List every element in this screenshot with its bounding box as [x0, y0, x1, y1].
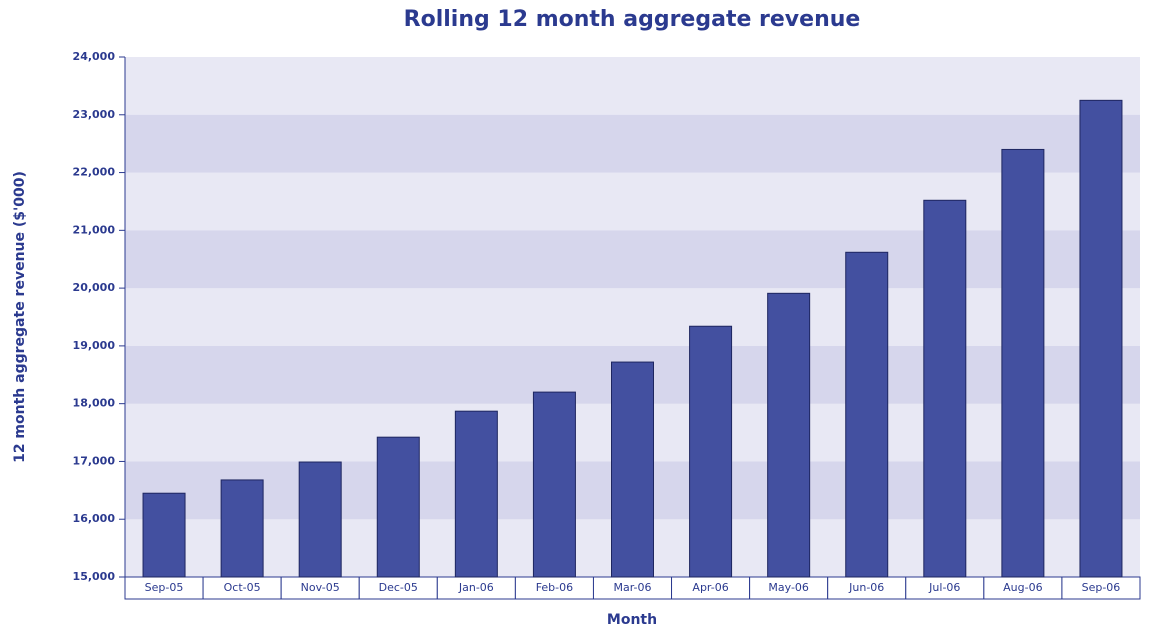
x-tick-label: Sep-06: [1082, 581, 1121, 594]
y-tick-label: 21,000: [73, 223, 116, 236]
x-axis-label: Month: [607, 612, 657, 628]
x-tick-label: Jan-06: [458, 581, 494, 594]
x-tick-label: Feb-06: [536, 581, 573, 594]
grid-band: [125, 172, 1140, 231]
bar: [376, 436, 420, 578]
y-tick-label: 24,000: [73, 50, 116, 63]
bar: [767, 292, 811, 578]
y-tick-label: 19,000: [73, 339, 116, 352]
bar: [845, 251, 889, 578]
x-tick-label: Dec-05: [379, 581, 418, 594]
y-tick-label: 17,000: [73, 454, 116, 467]
y-tick-label: 22,000: [73, 166, 116, 179]
bar: [532, 391, 576, 578]
x-tick-label: Jul-06: [928, 581, 960, 594]
y-tick-label: 18,000: [73, 397, 116, 410]
grid-band: [125, 57, 1140, 115]
bar: [1079, 99, 1123, 578]
y-tick-label: 15,000: [73, 570, 116, 583]
grid-band: [125, 114, 1140, 173]
x-tick-label: Nov-05: [301, 581, 340, 594]
y-tick-label: 20,000: [73, 281, 116, 294]
bar: [1001, 148, 1045, 578]
x-tick-label: Apr-06: [692, 581, 728, 594]
bar: [220, 479, 264, 578]
y-axis-label: 12 month aggregate revenue ($'000): [12, 171, 28, 463]
x-tick-label: May-06: [768, 581, 809, 594]
grid-band: [125, 230, 1140, 289]
bar: [923, 199, 967, 578]
chart-title: Rolling 12 month aggregate revenue: [404, 7, 861, 32]
y-tick-label: 16,000: [73, 512, 116, 525]
x-tick-label: Aug-06: [1003, 581, 1042, 594]
bar: [611, 361, 654, 578]
y-tick-label: 23,000: [73, 108, 116, 121]
bar: [454, 410, 498, 578]
bar: [689, 325, 733, 578]
x-tick-label: Oct-05: [224, 581, 261, 594]
x-tick-label: Sep-05: [145, 581, 184, 594]
x-tick-label: Mar-06: [613, 581, 651, 594]
x-tick-label: Jun-06: [848, 581, 884, 594]
grid-band: [125, 288, 1140, 346]
bar: [142, 492, 186, 578]
bar: [298, 461, 342, 578]
